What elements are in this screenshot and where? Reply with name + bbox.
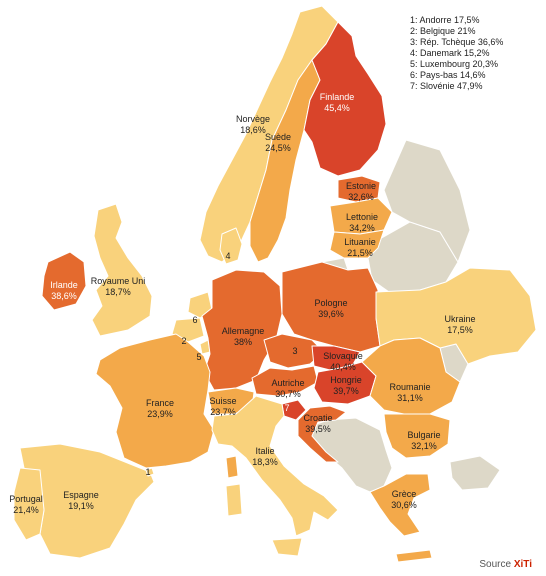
label-portugal: Portugal 21,4%	[9, 494, 43, 515]
label-grece: Grèce 30,6%	[391, 489, 417, 510]
country-lituanie	[329, 229, 385, 259]
label-slovaquie: Slovaquie 40,4%	[323, 351, 363, 372]
country-croatie	[297, 405, 347, 463]
country-russia	[383, 139, 471, 263]
legend-item: 5: Luxembourg 20,3%	[410, 59, 499, 69]
source-label: Source	[479, 559, 512, 570]
label-ukraine: Ukraine 17,5%	[444, 314, 476, 335]
marker-luxembourg: 5	[196, 352, 202, 362]
country-france	[95, 333, 215, 469]
marker-rep-tcheque: 3	[292, 346, 298, 356]
country-bulgarie	[383, 413, 451, 459]
label-espagne: Espagne 19,1%	[63, 490, 99, 511]
label-lettonie: Lettonie 34,2%	[345, 212, 379, 233]
island-corsica	[225, 455, 239, 479]
legend-item: 3: Rép. Tchèque 36,6%	[410, 37, 504, 47]
country-roumanie	[361, 337, 461, 415]
country-grece	[369, 473, 431, 537]
marker-andorre: 1	[145, 467, 151, 477]
label-allemagne: Allemagne 38%	[221, 326, 265, 347]
marker-pays-bas: 6	[192, 315, 198, 325]
label-france: France 23,9%	[145, 398, 175, 419]
source-credit: Source XiTi	[479, 559, 532, 570]
label-bulgarie: Bulgarie 32,1%	[407, 430, 441, 451]
legend-item: 7: Slovénie 47,9%	[410, 81, 483, 91]
label-roumanie: Roumanie 31,1%	[389, 382, 431, 403]
country-andorre	[145, 467, 155, 477]
country-allemagne	[201, 269, 283, 391]
country-italie	[211, 395, 339, 537]
island-crete	[395, 549, 433, 563]
label-suede: Suède 24,5%	[264, 132, 292, 153]
legend-item: 6: Pays-bas 14,6%	[410, 70, 486, 80]
island-sicily	[271, 537, 303, 557]
label-finlande: Finlande 45,4%	[319, 92, 355, 113]
island-sardinia	[225, 483, 243, 517]
label-croatie: Croatie 39,5%	[303, 413, 333, 434]
marker-danemark: 4	[225, 251, 231, 261]
label-suisse: Suisse 23,7%	[209, 396, 237, 417]
label-lituanie: Lituanie 21,5%	[344, 237, 376, 258]
label-pologne: Pologne 39,6%	[314, 298, 348, 319]
country-turkey	[449, 455, 501, 491]
label-italie: Italie 18,3%	[252, 446, 278, 467]
marker-belgique: 2	[181, 336, 187, 346]
country-portugal	[13, 467, 45, 541]
legend-item: 1: Andorre 17,5%	[410, 15, 480, 25]
label-royaume-uni: Royaume Uni 18,7%	[90, 276, 146, 297]
country-royaume-uni	[91, 203, 153, 337]
country-belgique	[171, 317, 205, 343]
marker-slovenie: 7	[284, 403, 290, 413]
legend-item: 4: Danemark 15,2%	[410, 48, 490, 58]
label-hongrie: Hongrie 39,7%	[330, 375, 362, 396]
country-irlande	[41, 251, 87, 311]
source-brand: XiTi	[513, 559, 532, 570]
label-irlande: Irlande 38,6%	[50, 280, 78, 301]
label-estonie: Estonie 32,6%	[345, 181, 377, 202]
legend-item: 2: Belgique 21%	[410, 26, 476, 36]
label-autriche: Autriche 30,7%	[271, 378, 305, 399]
country-finlande	[303, 21, 387, 177]
label-norvege: Norvège 18,6%	[235, 114, 271, 135]
country-danemark	[219, 227, 243, 265]
legend: 1: Andorre 17,5% 2: Belgique 21% 3: Rép.…	[410, 15, 503, 92]
